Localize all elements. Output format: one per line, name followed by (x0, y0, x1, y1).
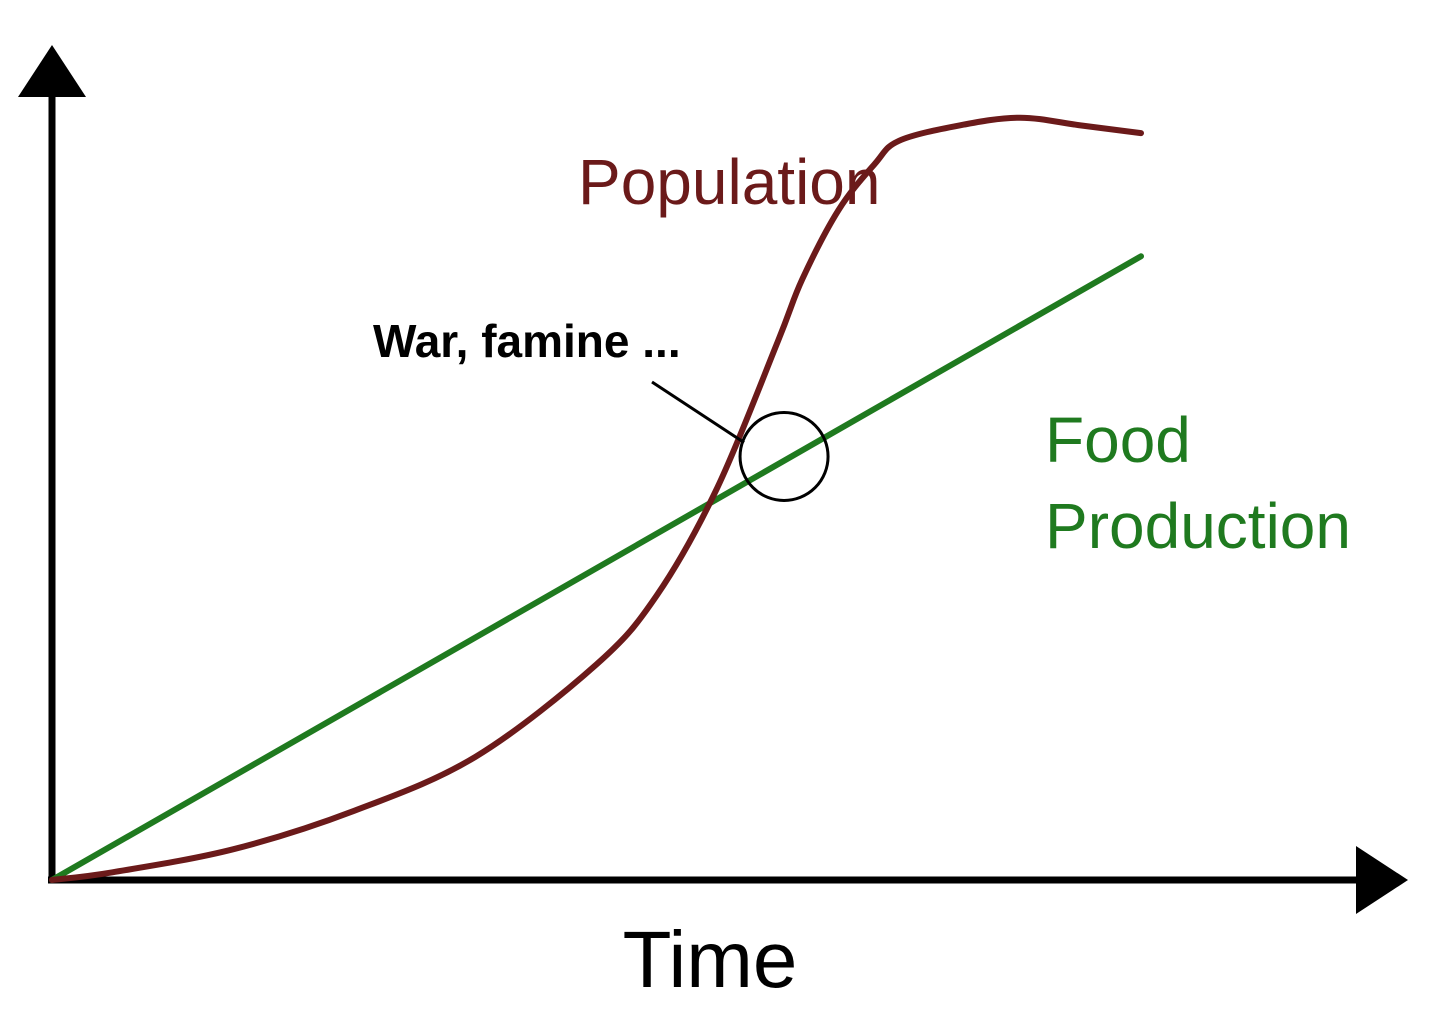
population-label: Population (578, 146, 880, 218)
food-production-line (49, 253, 1144, 883)
annotation-leader-line (651, 380, 745, 444)
y-axis-arrow-icon (18, 45, 86, 97)
x-axis-arrow-icon (1356, 846, 1408, 914)
x-axis-label: Time (623, 915, 798, 1004)
annotation-circle (738, 411, 830, 502)
annotation-text: War, famine ... (373, 315, 681, 367)
food-production-label-line-2: Production (1045, 490, 1351, 562)
population-line (49, 114, 1144, 883)
food-production-label: Food Production (1045, 404, 1351, 562)
food-production-label-line-1: Food (1045, 404, 1191, 476)
